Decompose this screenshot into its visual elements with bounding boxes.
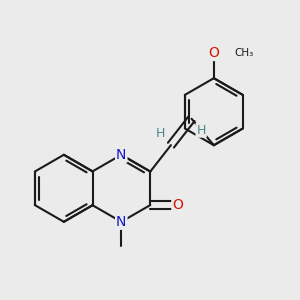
Text: N: N [116, 215, 127, 229]
Text: H: H [196, 124, 206, 137]
Text: H: H [156, 127, 165, 140]
Text: N: N [116, 148, 127, 162]
Text: O: O [172, 198, 183, 212]
Text: CH₃: CH₃ [235, 48, 254, 58]
Text: O: O [208, 46, 219, 60]
